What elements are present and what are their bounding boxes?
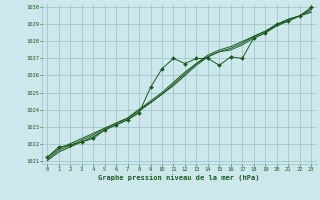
X-axis label: Graphe pression niveau de la mer (hPa): Graphe pression niveau de la mer (hPa) bbox=[99, 175, 260, 181]
